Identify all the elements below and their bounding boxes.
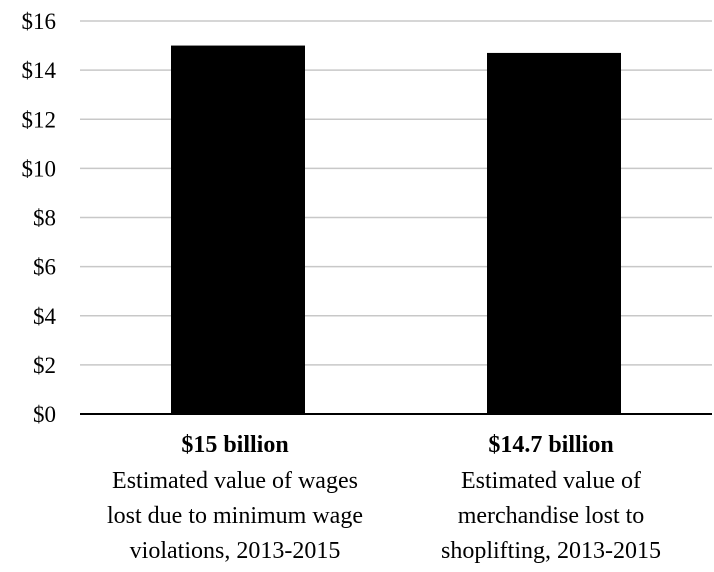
y-tick-label: $6 <box>33 255 56 280</box>
category-description-line: lost due to minimum wage <box>107 503 363 529</box>
bar <box>487 52 621 415</box>
category-description-line: violations, 2013-2015 <box>130 538 341 564</box>
category-description-line: Estimated value of wages <box>112 468 358 494</box>
category-value-label: $14.7 billion <box>488 432 613 458</box>
y-tick-label: $2 <box>33 353 56 378</box>
y-tick-label: $14 <box>22 58 57 83</box>
category-labels: $15 billion Estimated value of wages lost … <box>107 432 661 564</box>
bars <box>171 45 621 415</box>
category-description-line: Estimated value of <box>461 468 641 494</box>
category-value-label: $15 billion <box>181 432 288 458</box>
y-tick-label: $12 <box>22 107 57 132</box>
category-description-line: merchandise lost to <box>458 503 645 529</box>
y-tick-label: $0 <box>33 402 56 427</box>
y-tick-label: $16 <box>22 9 57 34</box>
bar <box>171 45 305 414</box>
category-description-line: shoplifting, 2013-2015 <box>441 538 661 564</box>
y-tick-label: $10 <box>22 156 57 181</box>
y-tick-labels: $0 $2 $4 $6 $8 $10 $12 $14 $16 <box>22 9 57 427</box>
y-tick-label: $8 <box>33 206 56 231</box>
y-tick-label: $4 <box>33 304 57 329</box>
